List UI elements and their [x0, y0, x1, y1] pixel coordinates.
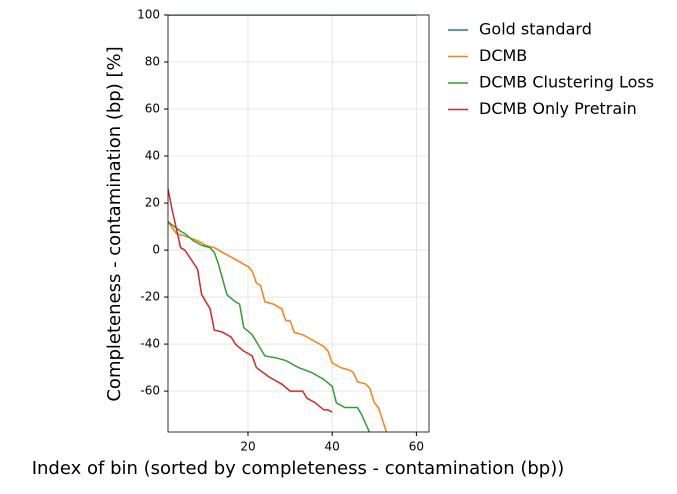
plot-frame — [167, 14, 430, 433]
legend-label: DCMB — [479, 46, 527, 65]
y-tick-label: 0 — [152, 243, 160, 257]
y-axis-label: Completeness - contamination (bp) [%] — [104, 46, 125, 401]
series-line — [168, 188, 333, 413]
series-line — [168, 221, 388, 432]
y-tick-label: -60 — [140, 384, 160, 398]
series-line — [168, 221, 371, 432]
x-axis-label: Index of bin (sorted by completeness - c… — [32, 458, 565, 479]
y-tick-label: 60 — [145, 102, 160, 116]
x-tick-label: 20 — [240, 440, 255, 454]
y-tick-label: 100 — [137, 8, 160, 22]
legend-label: DCMB Clustering Loss — [479, 73, 654, 92]
y-tick-label: -40 — [140, 337, 160, 351]
legend-label: DCMB Only Pretrain — [479, 99, 637, 118]
y-tick-label: 40 — [145, 149, 160, 163]
plot-lines — [168, 15, 417, 432]
legend-label: Gold standard — [479, 20, 592, 39]
y-tick-label: 20 — [145, 196, 160, 210]
y-tick-label: -20 — [140, 290, 160, 304]
y-tick-label: 80 — [145, 55, 160, 69]
x-tick-label: 60 — [409, 440, 424, 454]
x-tick-label: 40 — [325, 440, 340, 454]
